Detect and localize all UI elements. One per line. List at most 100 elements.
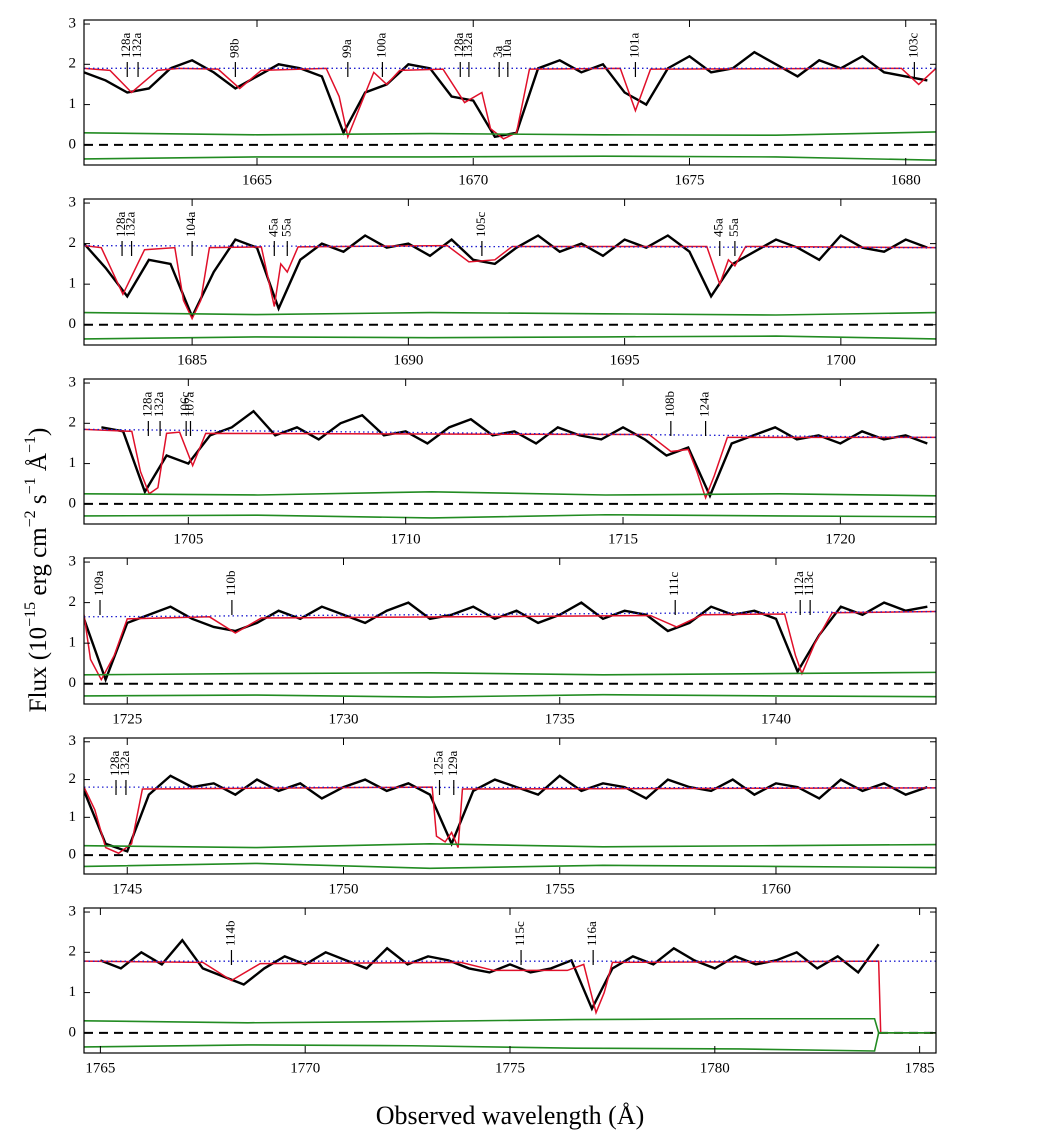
y-tick-label: 1	[69, 96, 77, 112]
line-label: 129a	[445, 751, 460, 777]
y-label-part: erg cm	[25, 527, 52, 602]
y-label-part: Å	[25, 453, 52, 477]
error-upper	[84, 490, 936, 497]
x-tick-label: 1785	[905, 1060, 935, 1076]
y-tick-label: 2	[69, 771, 77, 787]
line-label: 106c	[177, 392, 192, 418]
x-tick-label: 1770	[290, 1060, 320, 1076]
x-tick-label: 1665	[242, 172, 272, 188]
panel-frame	[83, 378, 937, 525]
panel-frame	[83, 19, 937, 166]
line-label: 100a	[373, 33, 388, 59]
x-tick-label: 1730	[328, 711, 358, 727]
line-label: 104a	[183, 212, 198, 238]
y-tick-label: 1	[69, 455, 77, 471]
model	[84, 244, 936, 321]
x-tick-label: 1745	[112, 881, 142, 897]
y-tick-label: 2	[69, 944, 77, 960]
panel-frame	[83, 907, 937, 1054]
x-tick-label: 1720	[825, 531, 855, 547]
x-axis-title: Observed wavelength (Å)	[376, 1101, 645, 1130]
x-tick-label: 1760	[761, 881, 791, 897]
line-label: 99a	[339, 39, 354, 58]
x-tick-label: 1775	[495, 1060, 525, 1076]
panel-frame	[83, 557, 937, 705]
x-tick-label: 1710	[391, 531, 421, 547]
panel	[84, 938, 936, 1052]
line-label: 110b	[223, 570, 238, 596]
y-tick-label: 3	[69, 733, 77, 749]
line-label: 55a	[278, 218, 293, 237]
line-label: 112a	[791, 571, 806, 596]
panel	[84, 409, 936, 519]
y-axis-title: Flux (10−15 erg cm−2 s−1 Å−1)	[22, 428, 52, 713]
line-label: 132a	[123, 212, 138, 238]
line-label: 45a	[711, 218, 726, 237]
error-upper	[84, 1017, 936, 1034]
line-label: 128a	[107, 751, 122, 777]
line-label: 109a	[91, 571, 106, 597]
flux	[84, 601, 928, 684]
y-tick-label: 3	[69, 15, 77, 31]
error-lower	[84, 1032, 936, 1052]
error-upper	[84, 311, 936, 316]
line-label: 45a	[265, 218, 280, 237]
panel-frame	[83, 737, 937, 875]
error-lower	[84, 862, 936, 870]
line-label: 55a	[726, 218, 741, 237]
line-label: 108b	[662, 391, 677, 417]
x-tick-label: 1715	[608, 531, 638, 547]
x-tick-label: 1750	[328, 881, 358, 897]
y-tick-label: 3	[69, 194, 77, 210]
line-label: 128a	[451, 33, 466, 59]
panel-frame	[83, 198, 937, 346]
error-lower	[84, 155, 936, 161]
y-label-part: Flux (10	[25, 627, 52, 712]
line-label: 3a	[490, 46, 505, 59]
x-tick-label: 1725	[112, 711, 142, 727]
line-label: 125a	[430, 751, 445, 777]
line-label: 113c	[801, 571, 816, 596]
line-label: 111c	[666, 571, 681, 596]
y-tick-label: 0	[69, 847, 77, 863]
y-tick-label: 1	[69, 635, 77, 651]
line-label: 132a	[460, 33, 475, 59]
y-tick-label: 3	[69, 553, 77, 569]
line-label: 132a	[117, 751, 132, 777]
x-tick-label: 1705	[173, 531, 203, 547]
error-upper	[84, 842, 936, 849]
line-label: 107a	[181, 392, 196, 418]
flux	[101, 409, 928, 499]
flux	[99, 938, 880, 1012]
line-label: 10a	[499, 39, 514, 58]
error-upper	[84, 671, 936, 676]
panel	[84, 50, 936, 161]
x-tick-label: 1780	[700, 1060, 730, 1076]
y-tick-label: 0	[69, 495, 77, 511]
line-label: 132a	[129, 33, 144, 59]
line-label: 114b	[222, 920, 237, 946]
x-tick-label: 1685	[177, 352, 207, 368]
y-tick-label: 2	[69, 415, 77, 431]
model	[84, 428, 936, 501]
flux	[84, 233, 928, 320]
line-label: 116a	[584, 921, 599, 946]
y-tick-label: 0	[69, 675, 77, 691]
line-label: 124a	[697, 392, 712, 418]
error-lower	[84, 335, 936, 340]
x-tick-label: 1765	[85, 1060, 115, 1076]
line-label: 128a	[113, 212, 128, 238]
line-label: 115c	[512, 921, 527, 946]
x-tick-label: 1680	[891, 172, 921, 188]
x-tick-label: 1690	[393, 352, 423, 368]
y-tick-label: 3	[69, 374, 77, 390]
y-tick-label: 3	[69, 903, 77, 919]
y-tick-label: 0	[69, 136, 77, 152]
y-tick-label: 1	[69, 984, 77, 1000]
model	[84, 610, 936, 682]
y-label-part: s	[25, 494, 52, 510]
y-tick-label: 2	[69, 56, 77, 72]
y-tick-label: 2	[69, 235, 77, 251]
x-tick-label: 1675	[674, 172, 704, 188]
